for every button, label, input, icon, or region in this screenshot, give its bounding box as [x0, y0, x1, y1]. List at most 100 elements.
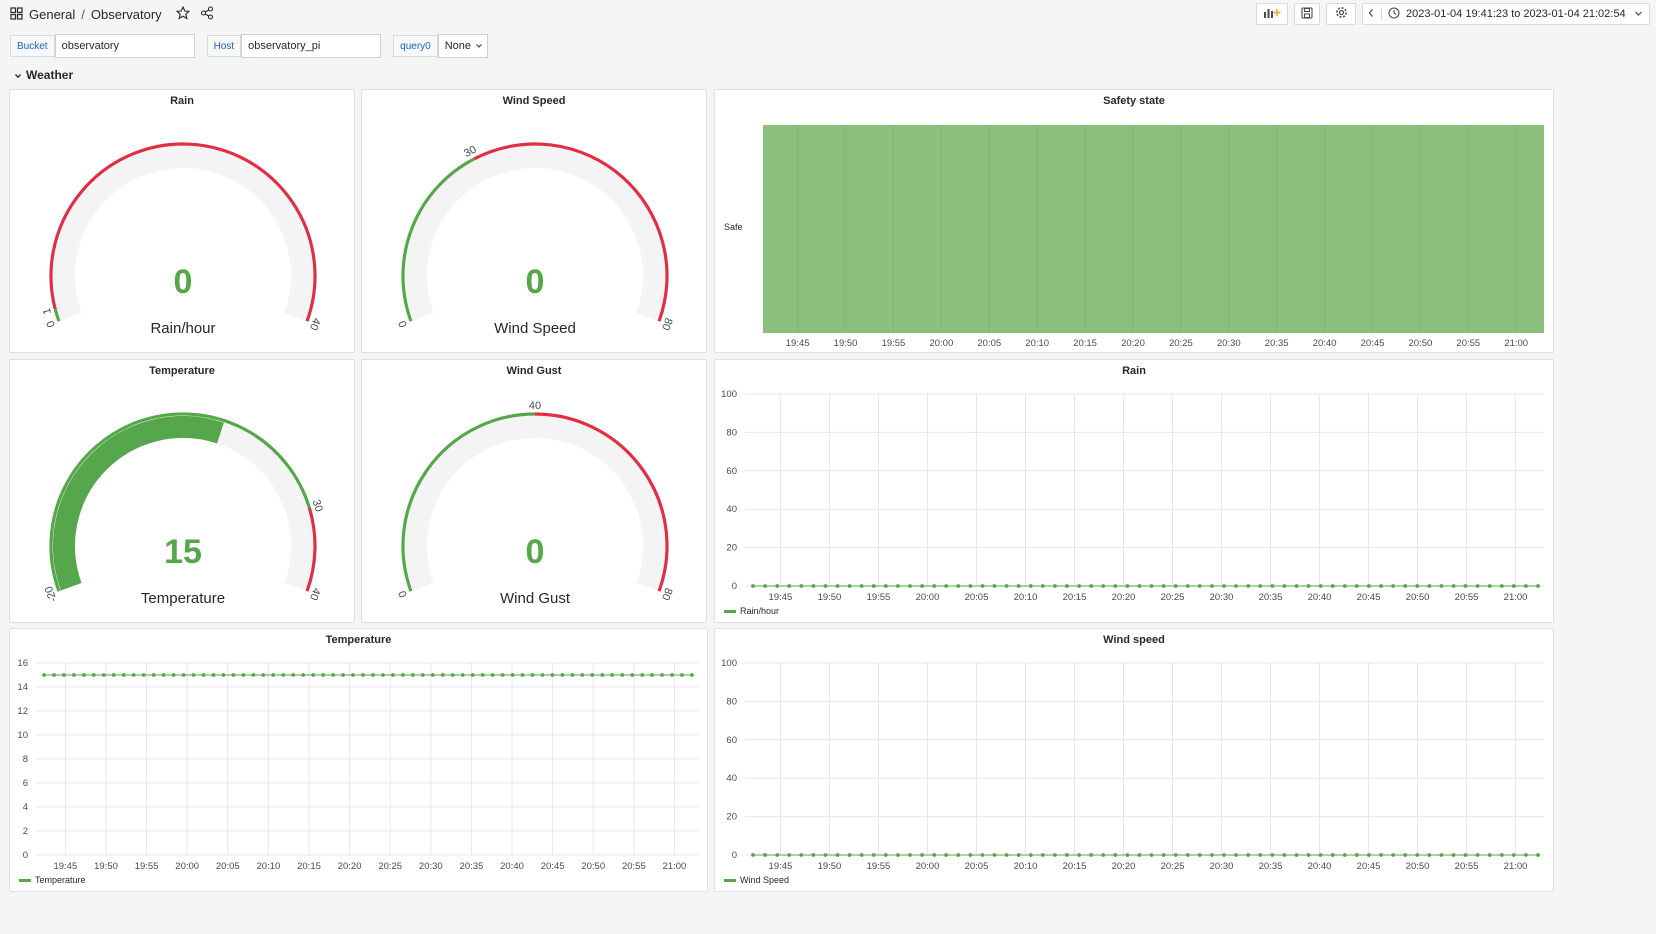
- gauge-tick-label: 80: [659, 316, 674, 332]
- chart-x-tick-label: 20:15: [297, 861, 321, 872]
- chart-x-tick-label: 20:30: [1210, 592, 1234, 603]
- gauge-tick-label: 40: [529, 400, 541, 412]
- panel-temperature-timeseries[interactable]: Temperature 0 2 4 6 8 10 12 14 16 19:45 19:50 19:55…: [9, 628, 708, 892]
- series-point: [835, 584, 840, 588]
- series-point: [1354, 584, 1359, 588]
- bucket-input[interactable]: observatory: [54, 34, 195, 58]
- temperature-gauge: -20 30 40 15 Temperature: [43, 412, 325, 607]
- chart-y-tick-label: 0: [23, 850, 28, 861]
- panel-rain-gauge[interactable]: Rain 0 1 40 0 Rain/hour: [9, 89, 355, 353]
- series-point: [1077, 853, 1081, 857]
- series-point: [787, 853, 792, 857]
- rain-timeseries-chart: 0 20 40 60 80 100 19:45 19:50 19:55 20:00 20:05 20:…: [721, 389, 1544, 616]
- chart-y-tick-label: 0: [732, 581, 737, 592]
- series-point: [1379, 584, 1383, 588]
- series-point: [944, 853, 949, 857]
- safety-x-tick-label: 20:05: [977, 338, 1001, 349]
- series-point: [1354, 853, 1359, 857]
- add-panel-button[interactable]: [1256, 3, 1288, 25]
- chart-x-tick-label: 19:45: [53, 861, 77, 872]
- share-icon[interactable]: [200, 6, 214, 23]
- safety-x-tick-label: 20:15: [1073, 338, 1097, 349]
- series-point: [1101, 853, 1106, 857]
- chart-x-tick-label: 20:45: [541, 861, 565, 872]
- chart-x-tick-label: 20:40: [500, 861, 524, 872]
- breadcrumb-folder[interactable]: General: [29, 7, 76, 22]
- gauge-tick-label: 30: [462, 144, 478, 160]
- series-point: [751, 853, 755, 857]
- series-point: [480, 673, 485, 677]
- series-point: [1113, 853, 1118, 857]
- series-point: [1028, 853, 1033, 857]
- series-point: [1222, 853, 1226, 857]
- series-point: [992, 584, 997, 588]
- chart-y-tick-label: 16: [17, 658, 28, 669]
- series-point: [600, 673, 605, 677]
- panel-title: Wind Gust: [506, 365, 562, 377]
- series-point: [1101, 584, 1106, 588]
- chart-x-tick-label: 20:20: [338, 861, 362, 872]
- series-point: [1270, 584, 1275, 588]
- series-point: [1524, 853, 1528, 857]
- panel-rain-timeseries[interactable]: Rain 0 20 40 60 80 100 19:45 19:50 19:55 20:00 20:…: [714, 359, 1554, 623]
- series-point: [151, 673, 156, 677]
- time-back-button[interactable]: [1367, 7, 1382, 21]
- gauge-threshold-arc: [305, 507, 317, 592]
- gauge-unit-label: Rain/hour: [150, 320, 215, 337]
- panel-wind-speed-gauge[interactable]: Wind Speed 0 30 80 0 Wind Speed: [361, 89, 707, 353]
- dashboard-title[interactable]: Observatory: [90, 7, 162, 22]
- legend-label: Temperature: [35, 875, 86, 885]
- series-point: [968, 853, 973, 857]
- series-point: [944, 584, 949, 588]
- series-point: [1342, 584, 1347, 588]
- panel-wind-gust-gauge[interactable]: Wind Gust 0 40 80 0 Wind Gust: [361, 359, 707, 623]
- query0-select[interactable]: None: [437, 34, 488, 58]
- series-point: [908, 584, 912, 588]
- chart-y-tick-label: 12: [17, 706, 28, 717]
- series-point: [932, 584, 937, 588]
- chart-x-tick-label: 20:50: [1406, 592, 1430, 603]
- series-point: [640, 673, 645, 677]
- series-point: [1040, 853, 1045, 857]
- chart-y-tick-label: 20: [726, 543, 737, 554]
- series-point: [1077, 584, 1081, 588]
- series-point: [1173, 853, 1178, 857]
- panel-safety-state[interactable]: Safety state 19:45 19:50 19:55 20:00 20:05 20…: [714, 89, 1554, 353]
- safety-x-tick-label: 20:25: [1169, 338, 1193, 349]
- chevron-down-icon: [475, 40, 483, 52]
- dashboards-grid-icon[interactable]: [10, 6, 23, 23]
- dashboard-settings-button[interactable]: [1326, 3, 1356, 25]
- series-point: [1222, 584, 1226, 588]
- series-point: [590, 673, 595, 677]
- series-point: [1234, 853, 1238, 857]
- host-input[interactable]: observatory_pi: [241, 34, 382, 58]
- chart-y-tick-label: 20: [726, 812, 737, 823]
- series-point: [1511, 853, 1516, 857]
- series-point: [1379, 853, 1383, 857]
- series-point: [956, 853, 961, 857]
- series-point: [1391, 853, 1395, 857]
- series-point: [1185, 584, 1190, 588]
- safety-x-tick-label: 20:00: [929, 338, 953, 349]
- series-point: [775, 853, 780, 857]
- series-point: [101, 673, 106, 677]
- series-point: [460, 673, 465, 677]
- time-range-picker[interactable]: 2023-01-04 19:41:23 to 2023-01-04 21:02:…: [1362, 3, 1650, 25]
- panel-temperature-gauge[interactable]: Temperature -20 30 40 15 Temperature: [9, 359, 355, 623]
- save-dashboard-button[interactable]: [1294, 3, 1320, 25]
- add-panel-icon: [1263, 7, 1281, 22]
- chevron-left-icon: [1367, 8, 1375, 21]
- series-point: [1246, 853, 1251, 857]
- series-point: [301, 673, 306, 677]
- chart-x-tick-label: 21:00: [1504, 592, 1528, 603]
- panel-wind-speed-timeseries[interactable]: Wind speed 0 20 40 60 80 100 19:45 19:50 19:55 20…: [714, 628, 1554, 892]
- gauge-tick-label: 0: [397, 589, 410, 599]
- series-point: [763, 853, 767, 857]
- series-point: [490, 673, 495, 677]
- series-point: [251, 673, 256, 677]
- row-header-weather[interactable]: Weather: [14, 68, 73, 82]
- series-point: [1016, 853, 1021, 857]
- star-icon[interactable]: [175, 5, 191, 23]
- series-point: [261, 673, 266, 677]
- series-point: [1427, 584, 1432, 588]
